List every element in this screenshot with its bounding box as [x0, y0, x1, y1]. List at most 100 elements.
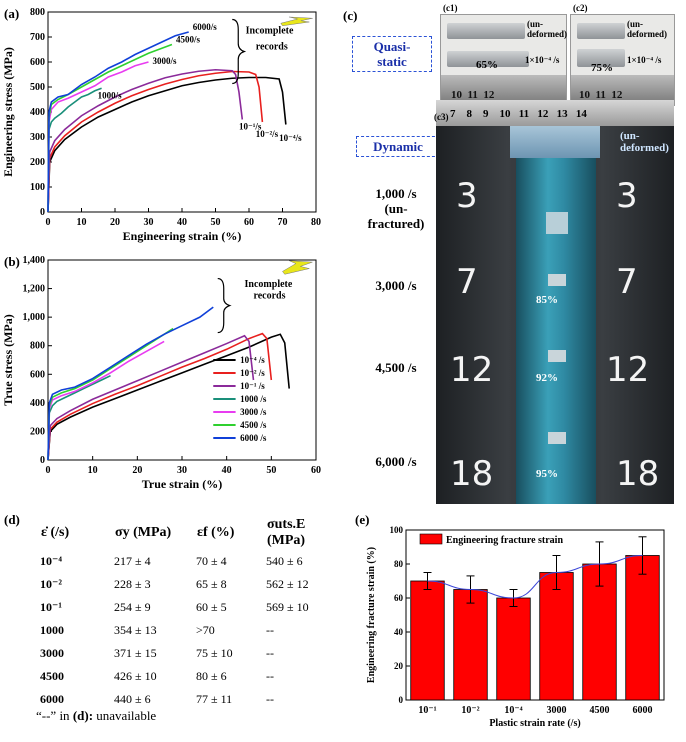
table-cell: 254 ± 9	[114, 600, 151, 614]
x-tick-label: 10	[77, 217, 87, 228]
x-axis-label: Engineering strain (%)	[123, 229, 242, 243]
series-line-r1000	[47, 87, 102, 213]
y-tick-label: 0	[40, 455, 45, 466]
y-axis-label: Engineering stress (MPa)	[1, 47, 15, 177]
table-cell: 70 ± 4	[196, 554, 227, 568]
c3-undeformed-text: (un- deformed)	[620, 130, 669, 154]
panel-e-label: (e)	[355, 512, 370, 527]
col-header: εf (%)	[197, 525, 235, 540]
annotation-text: Incomplete	[245, 279, 293, 290]
y-tick-label: 100	[390, 525, 404, 535]
x-tick-label: 0	[46, 465, 51, 476]
x-tick-label: 6000	[633, 705, 653, 716]
table-cell: 60 ± 5	[196, 600, 227, 614]
table-cell: --	[266, 646, 274, 660]
brace	[232, 18, 247, 85]
table-cell: 75 ± 10	[196, 646, 233, 660]
photo-c2: (c2) (un- deformed) 1×10⁻⁴ /s 75% 10 11 …	[570, 3, 675, 106]
footnote-quote: “--” in	[36, 708, 73, 723]
rate-label-4500: 4,500 /s	[375, 360, 417, 375]
table-cell: --	[266, 669, 274, 683]
annotation-text: Incomplete	[246, 25, 294, 36]
table-cell: 10⁻¹	[40, 600, 62, 614]
y-tick-label: 80	[394, 559, 404, 569]
legend-label: Engineering fracture strain	[446, 535, 563, 546]
curve-label: 10⁻¹/s	[239, 122, 262, 132]
legend-label: 10⁻¹ /s	[240, 381, 265, 391]
unfractured-label: (un- fractured)	[367, 201, 425, 231]
table-cell: 1000	[40, 623, 64, 637]
table-cell: 540 ± 6	[266, 554, 303, 568]
table-cell: 6000	[40, 692, 64, 706]
table-cell: --	[266, 692, 274, 706]
c1-percent: 65%	[476, 59, 498, 71]
x-tick-label: 40	[222, 465, 232, 476]
table-cell: 217 ± 4	[114, 554, 151, 568]
x-tick-label: 60	[244, 217, 254, 228]
arrow-icon	[280, 16, 313, 27]
y-tick-label: 200	[30, 426, 45, 437]
table-cell: >70	[196, 623, 215, 637]
specimen-deformed-c1	[447, 51, 529, 67]
bar	[539, 572, 574, 701]
table-cell: 371 ± 15	[114, 646, 157, 660]
table-row: 4500 426 ± 10 80 ± 6 --	[40, 665, 340, 688]
panel-label: (b)	[4, 254, 20, 269]
specimen-undeformed-c1	[447, 23, 525, 39]
legend-label: 3000 /s	[240, 407, 267, 417]
c3-pct-3000: 85%	[536, 294, 558, 306]
bar	[625, 555, 660, 701]
legend-label: 1000 /s	[240, 394, 267, 404]
x-axis-label: Plastic strain rate (/s)	[489, 718, 580, 729]
c2-undeformed-text: (un- deformed)	[627, 19, 667, 39]
x-tick-label: 3000	[547, 705, 567, 716]
col-header: σuts.E (MPa)	[267, 517, 306, 548]
x-tick-label: 30	[177, 465, 187, 476]
y-tick-label: 1,200	[23, 284, 46, 295]
y-tick-label: 100	[30, 182, 45, 193]
col-header: σy (MPa)	[115, 525, 172, 540]
x-tick-label: 20	[132, 465, 142, 476]
bar	[582, 563, 617, 701]
chart-e: 0 20 40 60 80 100 10⁻¹ 10⁻² 10⁻⁴ 3000 4500 6000 Engi…	[366, 525, 665, 729]
table-cell: 562 ± 12	[266, 577, 309, 591]
y-tick-label: 60	[394, 593, 404, 603]
y-tick-label: 40	[394, 627, 404, 637]
series-line-r1e-4	[47, 333, 290, 461]
y-tick-label: 0	[399, 695, 404, 705]
plot-frame	[405, 529, 665, 701]
table-cell: 354 ± 13	[114, 623, 157, 637]
specimen-band-3000	[548, 274, 566, 286]
c3-pct-6000: 95%	[536, 468, 558, 480]
chart-a: 0 10 20 30 40 50 60 70 8001002003004005006007008…	[1, 6, 321, 243]
specimen-band-4500	[548, 350, 566, 362]
bar	[410, 580, 445, 701]
specimen-band-1000	[546, 212, 568, 234]
table-cell: 440 ± 6	[114, 692, 151, 706]
y-tick-label: 1,000	[23, 312, 46, 323]
series-line-r6000	[47, 31, 189, 213]
rate-label-6000: 6,000 /s	[375, 454, 417, 469]
x-tick-label: 40	[177, 217, 187, 228]
x-tick-label: 4500	[590, 705, 610, 716]
photo-c1: (c1) (un- deformed) 1×10⁻⁴ /s 65% 10 11 …	[440, 3, 567, 106]
series-line-r3000	[47, 61, 149, 213]
x-tick-label: 70	[278, 217, 288, 228]
x-tick-label: 0	[46, 217, 51, 228]
series-line-r3000	[47, 340, 165, 461]
properties-table: ε̇ (/s) σy (MPa) εf (%) σuts.E (MPa) 10⁻…	[40, 516, 340, 711]
y-tick-label: 700	[30, 32, 45, 43]
quasi-static-label: Quasi- static	[352, 36, 432, 72]
bar	[496, 597, 531, 701]
specimen-band-6000	[548, 432, 566, 444]
rate-label-3000: 3,000 /s	[375, 278, 417, 293]
table-cell: 3000	[40, 646, 64, 660]
y-tick-label: 20	[394, 661, 404, 671]
y-tick-label: 800	[30, 341, 45, 352]
panel-label: (a)	[4, 6, 19, 21]
table-cell: 426 ± 10	[114, 669, 157, 683]
photo-c3: (un- deformed) 85% 92% 95% 3 3 7 7 12 12…	[436, 126, 674, 504]
curve-label: 10⁻⁴/s	[279, 133, 302, 143]
annotation-text: records	[256, 42, 288, 53]
x-tick-label: 10	[88, 465, 98, 476]
